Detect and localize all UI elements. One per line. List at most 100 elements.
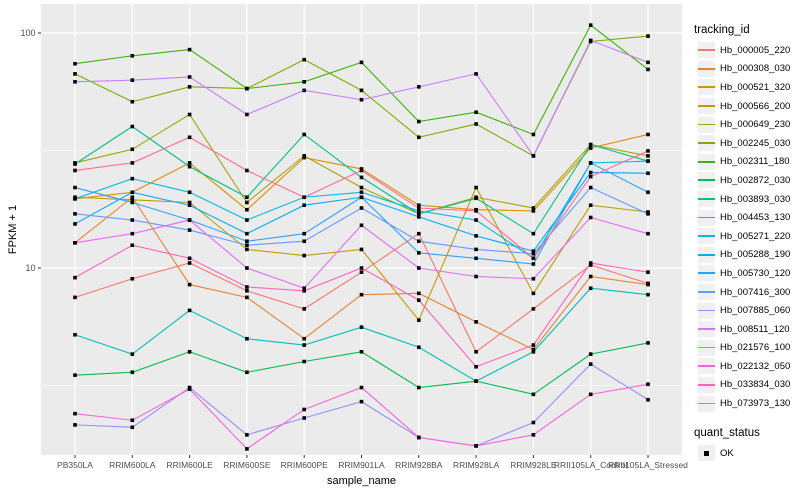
legend-item-Hb_000566_200: Hb_000566_200 <box>694 97 798 116</box>
data-point <box>359 195 364 200</box>
data-point <box>531 392 536 397</box>
data-point <box>417 266 421 270</box>
data-point <box>245 218 249 222</box>
legend-key-line-icon <box>698 235 715 237</box>
x-tick-label: RRII105LA_Stressed <box>608 460 688 470</box>
data-point <box>73 162 77 166</box>
legend-key <box>698 191 715 208</box>
data-point <box>73 241 77 245</box>
legend-quant-status: quant_status OK <box>694 427 798 463</box>
data-point <box>474 256 478 261</box>
data-point <box>531 433 536 437</box>
data-point <box>130 352 135 356</box>
data-point <box>245 112 249 117</box>
data-point <box>187 387 192 391</box>
legend-key-line-icon <box>698 365 715 368</box>
data-point <box>130 195 135 200</box>
data-point <box>588 352 593 356</box>
data-point <box>302 132 306 137</box>
data-point <box>187 256 192 261</box>
data-point <box>646 270 650 274</box>
data-point <box>417 85 421 89</box>
data-point <box>588 142 593 147</box>
data-point <box>130 200 135 205</box>
data-point <box>302 336 306 341</box>
data-point <box>245 200 249 205</box>
data-point <box>531 251 536 256</box>
legend-item-Hb_000005_220: Hb_000005_220 <box>694 41 798 60</box>
data-point <box>474 274 478 279</box>
legend-key <box>698 302 715 319</box>
legend-key-line-icon <box>698 402 715 405</box>
legend-item-label: OK <box>720 447 734 459</box>
data-point <box>359 270 364 274</box>
data-point <box>359 349 364 354</box>
data-point <box>130 190 135 195</box>
legend-item-Hb_007416_300: Hb_007416_300 <box>694 283 798 302</box>
data-point <box>130 418 135 423</box>
data-point <box>474 209 478 213</box>
data-point <box>359 175 364 180</box>
legend-item-label: Hb_005288_190 <box>720 249 791 261</box>
data-point <box>302 253 306 258</box>
x-tick-label: RRIM600PE <box>281 460 329 470</box>
x-tick-label: RRIM600SE <box>223 460 271 470</box>
legend-key <box>698 246 715 263</box>
data-point <box>646 282 650 287</box>
legend-key <box>698 376 715 393</box>
legend-key-line-icon <box>698 383 715 386</box>
data-point <box>646 67 650 72</box>
legend-item-Hb_005271_220: Hb_005271_220 <box>694 227 798 246</box>
data-point <box>359 385 364 390</box>
data-point <box>187 200 192 205</box>
data-point <box>474 218 478 222</box>
x-tick-label: RRII105LA_Control <box>554 460 628 470</box>
legend-item-label: Hb_000308_030 <box>720 63 791 75</box>
legend-item-Hb_007885_060: Hb_007885_060 <box>694 301 798 320</box>
data-point <box>474 185 478 190</box>
data-point <box>588 261 593 265</box>
legend-item-Hb_033834_030: Hb_033834_030 <box>694 376 798 395</box>
data-point <box>187 261 192 265</box>
data-point <box>359 266 364 270</box>
data-point <box>130 231 135 236</box>
data-point <box>130 425 135 430</box>
data-point <box>245 231 249 236</box>
data-point <box>474 196 478 201</box>
data-point <box>187 218 192 222</box>
legend-key <box>698 153 715 170</box>
data-point <box>417 298 421 302</box>
data-point <box>302 286 306 291</box>
data-point <box>245 239 249 244</box>
data-point <box>187 282 192 287</box>
data-point <box>417 318 421 322</box>
data-point <box>130 243 135 248</box>
data-point <box>359 88 364 93</box>
legend-item-Hb_000649_230: Hb_000649_230 <box>694 115 798 134</box>
data-point <box>245 433 249 437</box>
data-point <box>245 168 249 173</box>
legend-key-line-icon <box>698 179 715 182</box>
legend-item-label: Hb_002245_030 <box>720 137 791 149</box>
data-point <box>474 72 478 76</box>
data-point <box>474 444 478 448</box>
legend-key-line-icon <box>698 105 715 107</box>
data-point <box>588 274 593 279</box>
data-point <box>588 203 593 208</box>
data-point <box>646 34 650 38</box>
data-point <box>130 53 135 58</box>
data-point <box>474 234 478 238</box>
legend-key <box>698 98 715 115</box>
data-point <box>359 206 364 210</box>
data-point <box>73 373 77 377</box>
data-point <box>130 161 135 165</box>
legend-key-line-icon <box>698 291 715 293</box>
data-point <box>359 292 364 297</box>
x-tick-label: RRIM600LA <box>109 460 156 470</box>
data-point <box>130 370 135 375</box>
data-point <box>359 168 364 173</box>
data-point <box>474 379 478 383</box>
data-point <box>73 168 77 173</box>
legend: tracking_id Hb_000005_220 Hb_000308_030 Hb… <box>694 24 798 462</box>
